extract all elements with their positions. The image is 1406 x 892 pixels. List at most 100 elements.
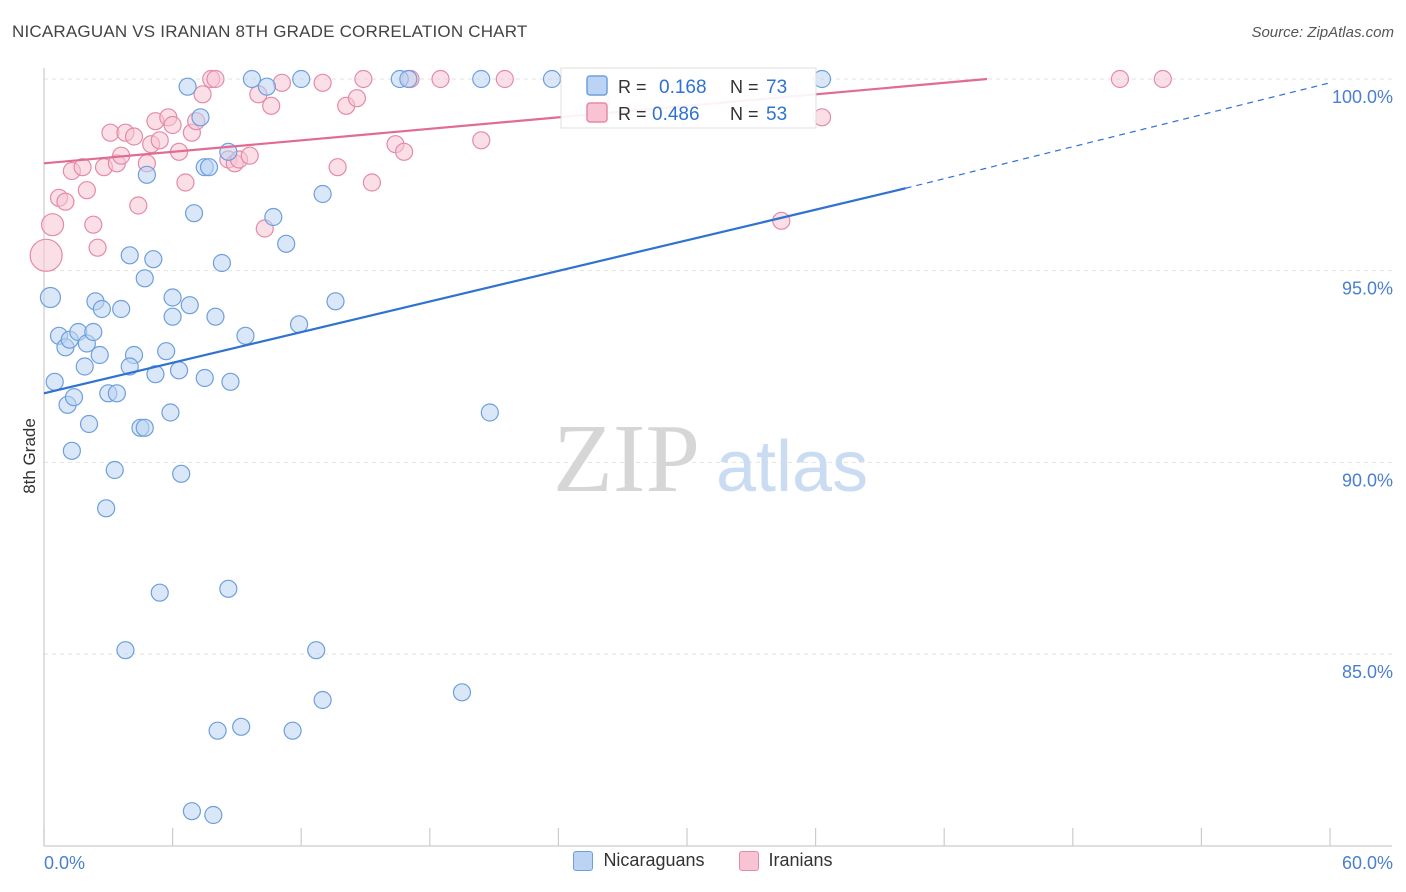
legend-item-iranians[interactable]: Iranians bbox=[738, 850, 833, 871]
legend-r-value-2: 0.486 bbox=[652, 104, 700, 125]
data-point-iranians bbox=[354, 69, 373, 89]
data-point-iranians bbox=[77, 181, 96, 200]
data-point-iranians bbox=[129, 196, 148, 215]
data-point-nicaraguans bbox=[212, 253, 231, 273]
data-point-nicaraguans bbox=[157, 342, 176, 361]
data-point-nicaraguans bbox=[195, 368, 214, 388]
legend-swatch-blue bbox=[586, 75, 608, 96]
legend-n-label-1: N = bbox=[730, 77, 759, 97]
data-point-iranians bbox=[1110, 69, 1130, 89]
data-point-nicaraguans bbox=[236, 326, 255, 345]
data-point-nicaraguans bbox=[264, 207, 283, 227]
data-point-nicaraguans bbox=[105, 460, 124, 480]
data-point-nicaraguans bbox=[45, 372, 64, 391]
data-point-nicaraguans bbox=[92, 299, 111, 319]
data-point-nicaraguans bbox=[199, 158, 219, 177]
data-point-nicaraguans bbox=[172, 464, 191, 483]
data-point-nicaraguans bbox=[480, 403, 499, 422]
data-point-nicaraguans bbox=[137, 165, 156, 184]
data-point-iranians bbox=[84, 215, 103, 234]
data-point-nicaraguans bbox=[97, 499, 116, 518]
data-point-nicaraguans bbox=[107, 384, 126, 403]
data-point-nicaraguans bbox=[144, 250, 163, 269]
data-point-iranians bbox=[313, 73, 332, 92]
data-point-iranians bbox=[1153, 69, 1172, 89]
chart-title: NICARAGUAN VS IRANIAN 8TH GRADE CORRELAT… bbox=[12, 22, 528, 41]
data-point-nicaraguans bbox=[180, 296, 199, 315]
data-point-nicaraguans bbox=[79, 414, 99, 434]
data-point-nicaraguans bbox=[120, 246, 139, 265]
data-point-iranians bbox=[472, 131, 491, 150]
data-point-nicaraguans bbox=[178, 77, 197, 96]
y-tick-label: 95.0% bbox=[1342, 279, 1393, 299]
watermark: ZIP atlas bbox=[553, 405, 868, 513]
data-point-nicaraguans bbox=[242, 69, 262, 89]
data-point-nicaraguans bbox=[90, 345, 109, 365]
data-point-nicaraguans bbox=[277, 234, 296, 253]
data-point-nicaraguans bbox=[313, 184, 332, 204]
data-point-nicaraguans bbox=[232, 717, 251, 736]
tick-labels: 85.0% 90.0% 95.0% 100.0% 0.0% 60.0% bbox=[44, 87, 1393, 873]
data-point-iranians bbox=[88, 238, 107, 257]
data-point-nicaraguans bbox=[135, 269, 154, 288]
data-point-iranians bbox=[40, 213, 65, 237]
source-label: Source: ZipAtlas.com bbox=[1251, 24, 1394, 41]
data-point-nicaraguans bbox=[150, 583, 169, 602]
series-nicaraguans bbox=[39, 69, 832, 825]
data-point-iranians bbox=[124, 127, 144, 146]
data-point-nicaraguans bbox=[120, 357, 139, 376]
trend-line-nicaraguans bbox=[43, 187, 906, 395]
data-point-nicaraguans bbox=[307, 641, 326, 660]
legend-item-nicaraguans[interactable]: Nicaraguans bbox=[573, 850, 705, 871]
data-point-nicaraguans bbox=[64, 388, 84, 407]
data-point-iranians bbox=[240, 146, 259, 165]
data-point-iranians bbox=[73, 158, 92, 177]
inset-legend: R = 0.168 N = 73 R = 0.486 N = 53 bbox=[560, 67, 817, 129]
data-point-iranians bbox=[206, 69, 225, 89]
data-point-nicaraguans bbox=[219, 579, 238, 598]
data-point-nicaraguans bbox=[116, 641, 135, 660]
legend-swatch-iranians bbox=[738, 850, 759, 871]
legend-r-label-1: R = bbox=[618, 77, 647, 97]
legend-label-nicaraguans: Nicaraguans bbox=[603, 850, 705, 870]
data-point-nicaraguans bbox=[135, 418, 154, 437]
data-point-iranians bbox=[495, 69, 514, 89]
data-point-nicaraguans bbox=[326, 292, 345, 311]
legend-label-iranians: Iranians bbox=[768, 850, 833, 870]
watermark-zip: ZIP bbox=[553, 405, 700, 513]
data-point-nicaraguans bbox=[84, 322, 103, 342]
data-point-iranians bbox=[394, 142, 414, 161]
data-point-nicaraguans bbox=[452, 683, 472, 702]
data-point-nicaraguans bbox=[161, 403, 180, 422]
data-point-iranians bbox=[272, 73, 292, 92]
watermark-atlas: atlas bbox=[716, 427, 868, 507]
data-point-nicaraguans bbox=[182, 802, 201, 821]
data-point-nicaraguans bbox=[39, 286, 62, 309]
data-point-nicaraguans bbox=[169, 361, 189, 380]
data-point-iranians bbox=[328, 158, 347, 177]
bottom-legend: Nicaraguans Iranians bbox=[0, 850, 1406, 871]
legend-swatch-pink bbox=[586, 102, 608, 123]
legend-n-value-2: 53 bbox=[766, 104, 787, 125]
data-point-nicaraguans bbox=[542, 69, 562, 89]
data-point-iranians bbox=[347, 89, 367, 108]
data-point-nicaraguans bbox=[62, 441, 81, 460]
data-point-iranians bbox=[262, 96, 281, 115]
legend-r-label-2: R = bbox=[618, 104, 647, 124]
data-point-nicaraguans bbox=[75, 357, 94, 376]
data-point-nicaraguans bbox=[283, 721, 302, 740]
data-point-iranians bbox=[362, 173, 382, 192]
legend-n-label-2: N = bbox=[730, 104, 759, 124]
data-point-iranians bbox=[431, 69, 450, 89]
data-point-iranians bbox=[29, 238, 63, 272]
data-point-nicaraguans bbox=[206, 307, 225, 326]
data-point-nicaraguans bbox=[112, 299, 131, 319]
data-point-iranians bbox=[56, 192, 75, 211]
x-tick-label-max: 60.0% bbox=[1342, 853, 1393, 873]
data-point-nicaraguans bbox=[257, 77, 277, 96]
data-point-iranians bbox=[176, 173, 195, 192]
y-tick-label: 100.0% bbox=[1332, 87, 1393, 107]
axes bbox=[43, 68, 1392, 847]
data-point-nicaraguans bbox=[163, 307, 182, 326]
